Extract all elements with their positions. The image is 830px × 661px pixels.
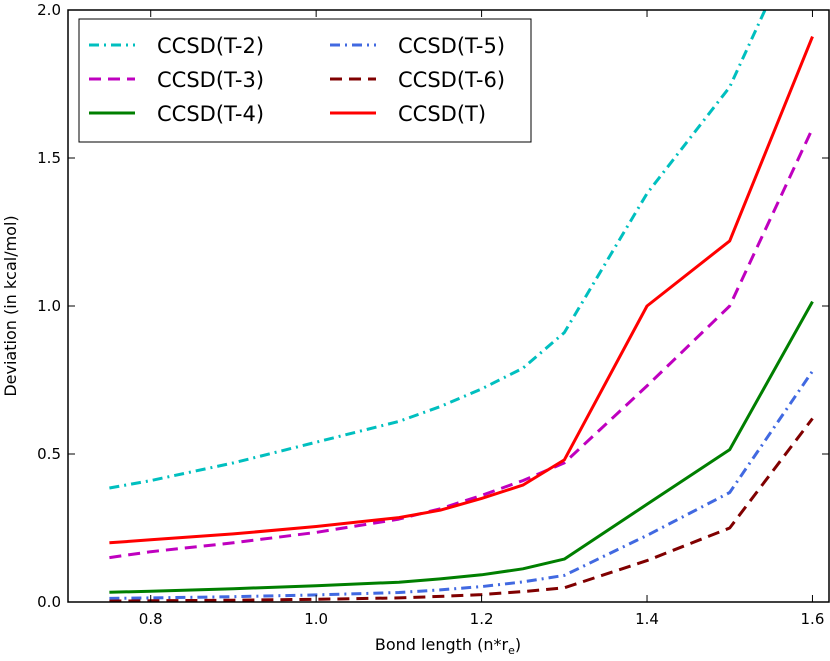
x-tick-label: 1.4 — [635, 610, 659, 628]
y-tick-label: 0.5 — [37, 445, 61, 463]
legend-label: CCSD(T) — [398, 102, 486, 126]
series-line-CCSD(T-6) — [109, 417, 814, 602]
legend-label: CCSD(T-4) — [157, 102, 264, 126]
series-line-CCSD(T-3) — [109, 127, 814, 560]
legend-box — [78, 18, 532, 143]
y-tick-label: 1.0 — [37, 297, 61, 315]
legend-label: CCSD(T-6) — [398, 68, 505, 92]
series-line-CCSD(T-2) — [109, 10, 767, 490]
x-tick-label: 1.2 — [470, 610, 494, 628]
series-layer — [109, 10, 814, 602]
ticks-layer: 0.8 1.0 1.2 1.4 1.6 0.0 0.5 1.0 1.5 2.0 — [37, 1, 829, 628]
series-line-CCSD(T-4) — [109, 300, 814, 594]
y-tick-label: 0.0 — [37, 593, 61, 611]
legend: CCSD(T-2) CCSD(T-3) CCSD(T-4) CCSD(T-5) CCSD… — [78, 18, 532, 143]
y-tick-label: 1.5 — [37, 149, 61, 167]
series-line-CCSD(T-5) — [109, 370, 814, 600]
x-tick-label: 0.8 — [139, 610, 163, 628]
x-tick-label: 1.6 — [801, 610, 825, 628]
y-axis-label: Deviation (in kcal/mol) — [1, 215, 20, 396]
legend-label: CCSD(T-2) — [157, 34, 264, 58]
legend-label: CCSD(T-3) — [157, 68, 264, 92]
legend-label: CCSD(T-5) — [398, 34, 505, 58]
x-axis-label: Bond length (n*re) — [375, 635, 521, 657]
y-tick-label: 2.0 — [37, 1, 61, 19]
x-tick-label: 1.0 — [304, 610, 328, 628]
series-line-CCSD(T) — [109, 36, 814, 545]
